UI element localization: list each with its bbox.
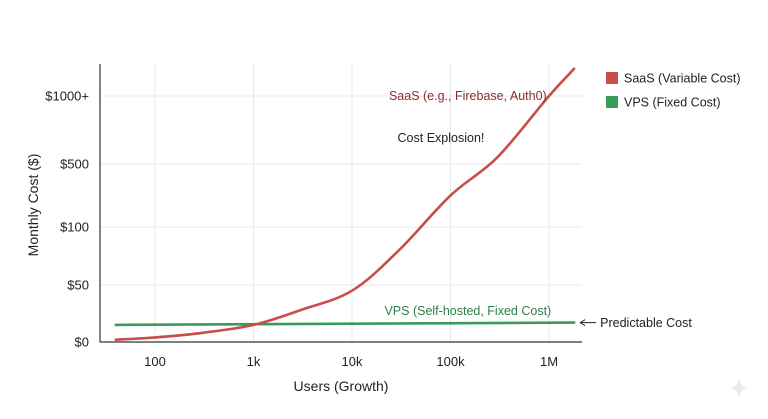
- tick-labels: 100 1k 10k 100k 1M $0 $50 $100 $500 $1000+: [45, 89, 558, 370]
- series-lines: [114, 67, 576, 341]
- x-tick-label: 100k: [436, 354, 465, 369]
- series-line-saas: [114, 67, 576, 341]
- legend-swatch: [606, 72, 618, 84]
- arrow-head-icon: [579, 319, 586, 327]
- y-tick-label: $0: [75, 335, 89, 350]
- annotation-cost-explosion: Cost Explosion!: [398, 131, 485, 145]
- annotation-vps-self-hosted: VPS (Self-hosted, Fixed Cost): [384, 304, 551, 318]
- legend: SaaS (Variable Cost) VPS (Fixed Cost): [606, 72, 741, 110]
- y-tick-label: $50: [67, 278, 89, 293]
- x-tick-label: 1M: [540, 354, 558, 369]
- series-line-vps: [114, 321, 576, 327]
- y-tick-label: $500: [60, 157, 89, 172]
- x-tick-label: 10k: [342, 354, 363, 369]
- annotations: SaaS (e.g., Firebase, Auth0) Cost Explosi…: [384, 89, 692, 330]
- axes: [99, 64, 582, 343]
- y-tick-label: $100: [60, 220, 89, 235]
- sparkle-icon: [730, 378, 748, 398]
- y-tick-label: $1000+: [45, 89, 89, 104]
- grid: [100, 64, 582, 342]
- legend-label: VPS (Fixed Cost): [624, 96, 721, 110]
- annotation-predictable-cost: Predictable Cost: [600, 316, 692, 330]
- legend-label: SaaS (Variable Cost): [624, 72, 741, 86]
- legend-swatch: [606, 96, 618, 108]
- annotation-saas-examples: SaaS (e.g., Firebase, Auth0): [389, 89, 547, 103]
- x-axis-label: Users (Growth): [294, 378, 389, 394]
- x-tick-label: 100: [144, 354, 166, 369]
- x-tick-label: 1k: [247, 354, 261, 369]
- y-axis-label: Monthly Cost ($): [25, 154, 41, 257]
